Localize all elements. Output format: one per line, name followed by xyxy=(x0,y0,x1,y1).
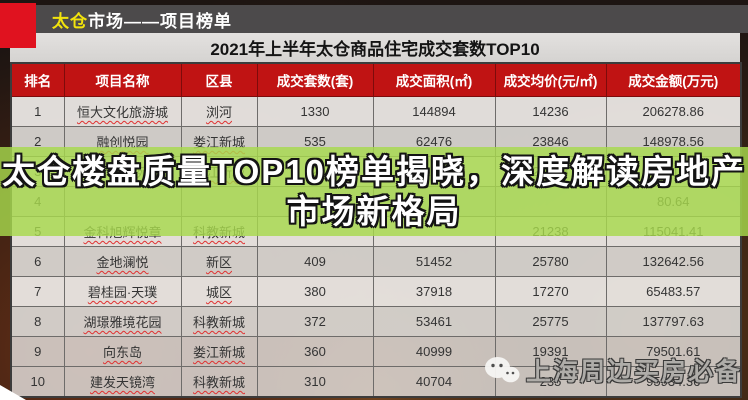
red-accent-block xyxy=(0,3,36,48)
cell-rank: 10 xyxy=(10,366,65,398)
table-row: 8 湖璟雅境花园 科教新城 372 53461 25775 137797.63 xyxy=(10,306,742,337)
table-row: 9 向东岛 娄江新城 360 40999 19391 79501.61 xyxy=(10,336,742,367)
wechat-icon xyxy=(484,357,520,383)
cell-amount: 95934.36 xyxy=(605,366,742,398)
cell-district: 科教新城 xyxy=(180,366,258,398)
cell-units: 1330 xyxy=(256,96,374,127)
cell-area: 40999 xyxy=(372,336,496,367)
watermark: 上海周边买房必备 xyxy=(484,352,742,388)
cell-district: 科教新城 xyxy=(180,306,258,337)
cell-price: 14236 xyxy=(494,96,607,127)
header-price: 成交均价(元/㎡) xyxy=(494,62,607,97)
banner-highlight: 太仓 xyxy=(52,11,88,31)
table-row: 7 碧桂园·天璞 城区 380 37918 17270 65483.57 xyxy=(10,276,742,307)
cell-price: 17270 xyxy=(494,276,607,307)
cell-rank: 1 xyxy=(10,96,65,127)
cell-project: 湖璟雅境花园 xyxy=(63,306,182,337)
header-area: 成交面积(㎡) xyxy=(372,62,496,97)
cell-project: 碧桂园·天璞 xyxy=(63,276,182,307)
header-amount: 成交金额(万元) xyxy=(605,62,742,97)
table-title-strip: 2021年上半年太仓商品住宅成交套数TOP10 xyxy=(10,33,740,62)
banner-title: 市场——项目榜单 xyxy=(88,11,232,31)
table-row: 10 建发天镜湾 科教新城 310 40704 235 95934.36 xyxy=(10,366,742,398)
cell-units: 409 xyxy=(256,246,374,277)
cell-area: 37918 xyxy=(372,276,496,307)
table-row: 6 金地澜悦 新区 409 51452 25780 132642.56 xyxy=(10,246,742,277)
table-title: 2021年上半年太仓商品住宅成交套数TOP10 xyxy=(210,40,540,59)
cell-amount: 132642.56 xyxy=(605,246,742,277)
cell-amount: 206278.86 xyxy=(605,96,742,127)
cell-district: 娄江新城 xyxy=(180,336,258,367)
cell-rank: 6 xyxy=(10,246,65,277)
header-project: 项目名称 xyxy=(63,62,182,97)
cell-rank: 7 xyxy=(10,276,65,307)
cell-rank: 9 xyxy=(10,336,65,367)
headline-line1: 太仓楼盘质量TOP10榜单揭晓，深度解读房地产 xyxy=(2,152,746,190)
header-rank: 排名 xyxy=(10,62,65,97)
headline-line2: 市场新格局 xyxy=(286,192,462,230)
cell-project: 恒大文化旅游城 xyxy=(63,96,182,127)
cell-project: 金地澜悦 xyxy=(63,246,182,277)
cell-district: 浏河 xyxy=(180,96,258,127)
cell-area: 53461 xyxy=(372,306,496,337)
cell-rank: 8 xyxy=(10,306,65,337)
cell-units: 310 xyxy=(256,366,374,398)
watermark-text: 上海周边买房必备 xyxy=(525,358,742,386)
table-row: 1 恒大文化旅游城 浏河 1330 144894 14236 206278.86 xyxy=(10,96,742,127)
header-district: 区县 xyxy=(180,62,258,97)
cell-district: 新区 xyxy=(180,246,258,277)
cell-project: 建发天镜湾 xyxy=(63,366,182,398)
headline-overlay: 太仓楼盘质量TOP10榜单揭晓，深度解读房地产 市场新格局 xyxy=(0,147,748,236)
cell-area: 144894 xyxy=(372,96,496,127)
top-banner: 太仓 市场——项目榜单 xyxy=(34,5,748,33)
cell-amount: 137797.63 xyxy=(605,306,742,337)
cell-amount: 79501.61 xyxy=(605,336,742,367)
table-header-row: 排名 项目名称 区县 成交套数(套) 成交面积(㎡) 成交均价(元/㎡) 成交金额(万元) xyxy=(10,62,742,97)
cell-amount: 65483.57 xyxy=(605,276,742,307)
cell-price: 25775 xyxy=(494,306,607,337)
cell-project: 向东岛 xyxy=(63,336,182,367)
header-units: 成交套数(套) xyxy=(256,62,374,97)
cell-price: 25780 xyxy=(494,246,607,277)
cell-district: 城区 xyxy=(180,276,258,307)
cell-area: 51452 xyxy=(372,246,496,277)
cell-units: 380 xyxy=(256,276,374,307)
cell-units: 360 xyxy=(256,336,374,367)
cell-area: 40704 xyxy=(372,366,496,398)
cell-units: 372 xyxy=(256,306,374,337)
cell-price: 19391 xyxy=(494,336,607,367)
